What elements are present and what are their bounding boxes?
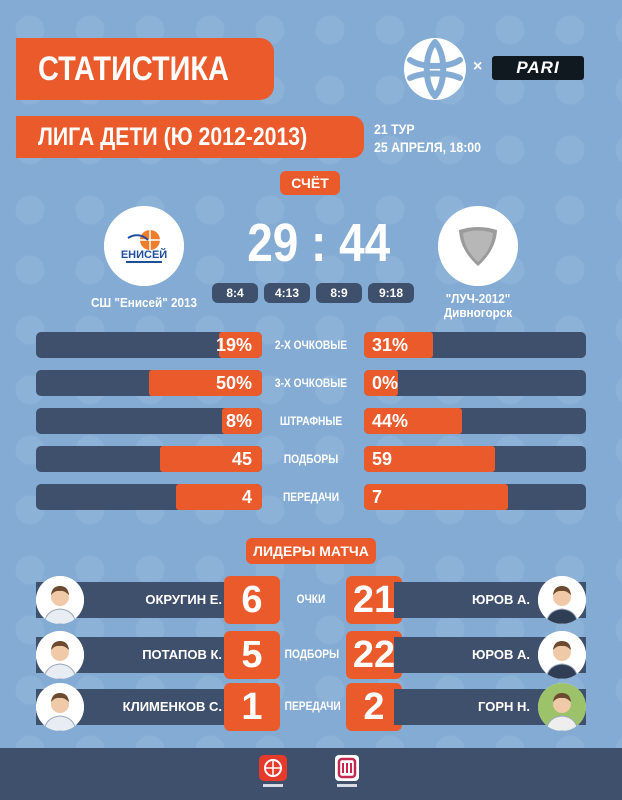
home-stat-bar: 50% [36, 370, 262, 396]
away-leader-name: ЮРОВ А. [471, 592, 530, 607]
times-sign: × [473, 58, 483, 75]
home-logo-text: ЕНИСЕЙ [121, 248, 167, 261]
home-team-name: СШ "Енисей" 2013 [90, 295, 198, 310]
footer [0, 748, 622, 800]
away-stat-fill [364, 408, 462, 434]
away-team-name-line2: Дивногорск [443, 305, 513, 320]
away-team-logo [438, 206, 518, 286]
home-stat-bar: 45 [36, 446, 262, 472]
away-stat-value: 7 [372, 487, 383, 507]
league-title: ЛИГА ДЕТИ (Ю 2012-2013) [38, 122, 308, 151]
away-leader-value: 22 [346, 631, 402, 679]
home-stat-value: 45 [231, 449, 252, 469]
federation-logo [258, 754, 288, 790]
away-stat-bar: 31% [364, 332, 586, 358]
away-stat-value: 31% [372, 335, 409, 355]
home-stat-fill [219, 332, 262, 358]
away-leader-avatar [538, 683, 586, 731]
leader-category: ПЕРЕДАЧИ [284, 699, 341, 713]
date-text: 25 АПРЕЛЯ, 18:00 [374, 139, 482, 155]
home-leader-name: ОКРУГИН Е. [145, 592, 222, 607]
quarter-1: 8:4 [212, 283, 258, 303]
quarter-3: 8:9 [316, 283, 362, 303]
quarter-4: 9:18 [368, 283, 414, 303]
match-score: 29 : 44 [247, 213, 391, 273]
away-leader-name: ГОРН Н. [478, 699, 530, 714]
home-leader-name: ПОТАПОВ К. [142, 647, 222, 662]
home-stat-value: 19% [215, 335, 252, 355]
league-basketball-logo [404, 38, 466, 100]
away-stat-bar: 59 [364, 446, 586, 472]
home-leader-avatar [36, 631, 84, 679]
leaders-label: ЛИДЕРЫ МАТЧА [246, 538, 376, 564]
home-stat-bar: 19% [36, 332, 262, 358]
home-leader-value: 5 [224, 631, 280, 679]
home-leader-avatar [36, 576, 84, 624]
home-stat-value: 50% [215, 373, 252, 393]
stat-label: 3-Х ОЧКОВЫЕ [274, 376, 348, 390]
page-title: СТАТИСТИКА [38, 49, 229, 88]
sport-schools-logo [332, 754, 362, 790]
away-team-name-line1: "ЛУЧ-2012" [445, 291, 511, 306]
score-label: СЧЁТ [280, 171, 340, 195]
home-stat-bar: 4 [36, 484, 262, 510]
home-stat-fill [160, 446, 262, 472]
home-stat-fill [222, 408, 262, 434]
away-leader-avatar [538, 631, 586, 679]
home-leader-value: 6 [224, 576, 280, 624]
home-leader-avatar [36, 683, 84, 731]
away-stat-bar: 44% [364, 408, 586, 434]
home-stat-bar: 8% [36, 408, 262, 434]
stat-label: ПОДБОРЫ [283, 452, 339, 466]
home-stat-fill [149, 370, 262, 396]
away-stat-fill [364, 484, 508, 510]
match-info: 21 ТУР 25 АПРЕЛЯ, 18:00 [374, 120, 481, 156]
away-stat-bar: 0% [364, 370, 586, 396]
stat-label: 2-Х ОЧКОВЫЕ [274, 338, 348, 352]
sponsor-logo: PARI [492, 56, 584, 80]
away-leader-name: ЮРОВ А. [471, 647, 530, 662]
leader-category: ПОДБОРЫ [284, 647, 340, 661]
round-text: 21 ТУР [374, 121, 415, 137]
away-stat-value: 44% [372, 411, 409, 431]
league-banner: ЛИГА ДЕТИ (Ю 2012-2013) [16, 116, 364, 158]
away-stat-fill [364, 370, 398, 396]
away-stat-fill [364, 446, 495, 472]
away-stat-bar: 7 [364, 484, 586, 510]
home-leader-value: 1 [224, 683, 280, 731]
home-stat-value: 4 [241, 487, 252, 507]
home-leader-name: КЛИМЕНКОВ С. [122, 699, 222, 714]
stat-label: ШТРАФНЫЕ [279, 414, 343, 428]
away-stat-value: 0% [372, 373, 399, 393]
home-team-logo: ЕНИСЕЙ [104, 206, 184, 286]
title-banner: СТАТИСТИКА [16, 38, 274, 100]
leader-category: ОЧКИ [296, 592, 326, 606]
away-leader-value: 2 [346, 683, 402, 731]
home-stat-value: 8% [225, 411, 252, 431]
stat-label: ПЕРЕДАЧИ [282, 490, 340, 504]
away-leader-avatar [538, 576, 586, 624]
home-stat-fill [176, 484, 262, 510]
away-stat-fill [364, 332, 433, 358]
away-stat-value: 59 [372, 449, 393, 469]
away-team-name: "ЛУЧ-2012" Дивногорск [424, 292, 532, 320]
away-leader-value: 21 [346, 576, 402, 624]
quarter-2: 4:13 [264, 283, 310, 303]
